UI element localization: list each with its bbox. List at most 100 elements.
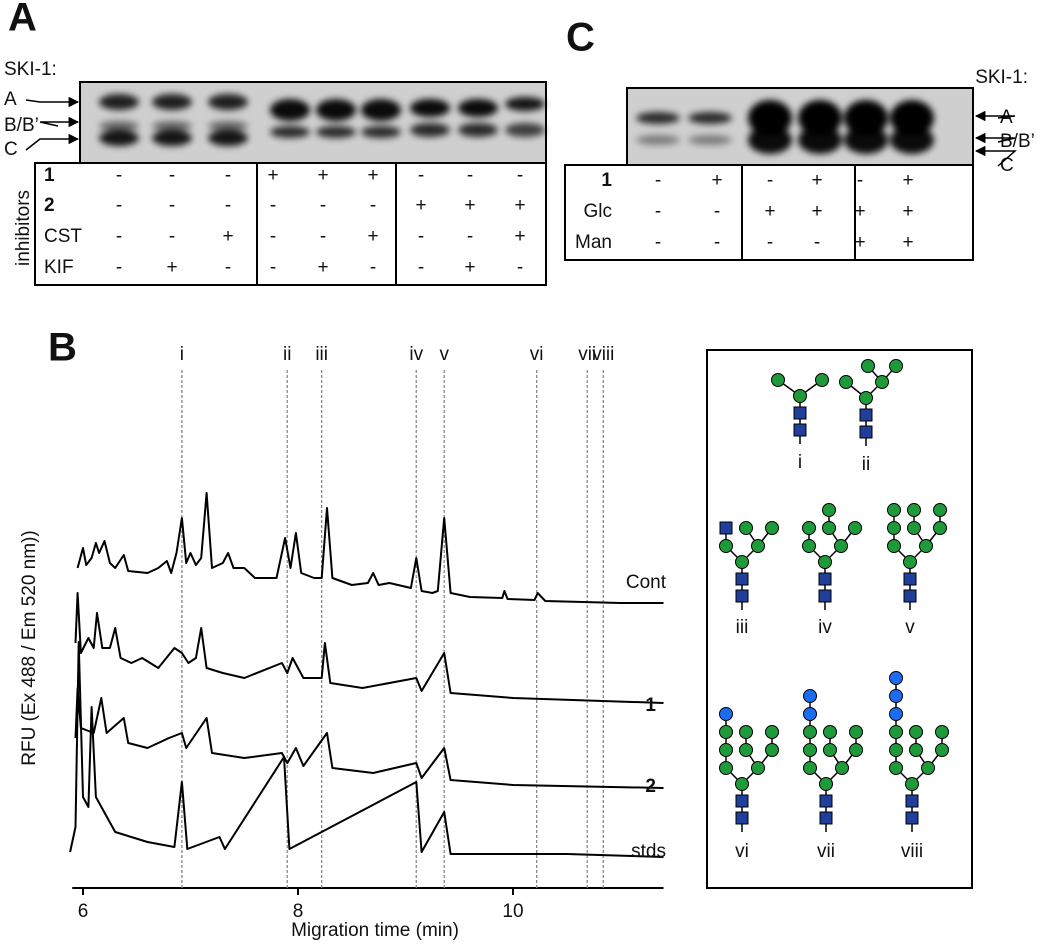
marker-label: viii xyxy=(592,344,614,365)
cell: - xyxy=(225,257,231,278)
mannose xyxy=(815,373,829,387)
cell: + xyxy=(854,232,865,253)
cell: - xyxy=(517,257,523,278)
mannose xyxy=(834,539,848,553)
cell: - xyxy=(320,226,326,247)
glcnac xyxy=(735,794,749,808)
glycan xyxy=(889,671,949,832)
band xyxy=(410,99,450,117)
cell: - xyxy=(655,170,661,191)
cell: + xyxy=(267,165,278,186)
band xyxy=(844,100,888,136)
glcnac xyxy=(905,794,919,808)
mannose xyxy=(848,521,862,535)
mannose xyxy=(889,743,903,757)
cell: + xyxy=(902,201,913,222)
band xyxy=(270,126,310,138)
cell: - xyxy=(467,165,473,186)
mannose xyxy=(887,539,901,553)
cell: - xyxy=(225,195,231,216)
arrow xyxy=(25,96,80,108)
mannose xyxy=(803,761,817,775)
mannose xyxy=(907,521,921,535)
mannose xyxy=(859,391,873,405)
mannose xyxy=(933,503,947,517)
cell: - xyxy=(418,257,424,278)
cell: - xyxy=(714,232,720,253)
mannose xyxy=(935,743,949,757)
glycan xyxy=(803,689,863,832)
glcnac xyxy=(819,811,833,825)
row-label: 1 xyxy=(601,170,612,191)
marker-label: v xyxy=(439,344,449,365)
trace-label: stds xyxy=(631,841,666,862)
cell: - xyxy=(320,195,326,216)
cell: + xyxy=(367,165,378,186)
mannose xyxy=(739,725,753,739)
band xyxy=(208,94,248,110)
blot-background xyxy=(80,82,546,163)
band-label: B/B’ xyxy=(4,115,39,136)
table-frame xyxy=(34,162,547,286)
glcnac xyxy=(818,589,832,603)
cell: + xyxy=(166,257,177,278)
cell: + xyxy=(367,226,378,247)
trace xyxy=(69,641,664,858)
blot-title: SKI-1: xyxy=(4,59,57,80)
glycan xyxy=(802,503,862,610)
row-label: KIF xyxy=(44,257,74,278)
glucose xyxy=(719,707,733,721)
band xyxy=(208,130,248,146)
glycan xyxy=(839,359,903,446)
mannose xyxy=(719,539,733,553)
band xyxy=(99,121,139,131)
mannose xyxy=(751,539,765,553)
mannose xyxy=(889,761,903,775)
band xyxy=(270,99,310,121)
glycan-label: viii xyxy=(901,841,923,862)
glucose xyxy=(889,707,903,721)
cell: - xyxy=(169,195,175,216)
band xyxy=(410,123,450,137)
cell: - xyxy=(169,226,175,247)
glcnac xyxy=(903,572,917,586)
marker-label: i xyxy=(180,344,184,365)
glcnac xyxy=(735,811,749,825)
band xyxy=(458,99,498,117)
mannose xyxy=(887,503,901,517)
mannose xyxy=(909,725,923,739)
cell: - xyxy=(714,201,720,222)
band xyxy=(748,100,792,136)
legend-box xyxy=(706,349,973,889)
cell: + xyxy=(317,165,328,186)
trace-label: Cont xyxy=(626,572,667,593)
band xyxy=(99,94,139,110)
mannose xyxy=(822,503,836,517)
band-label: B/B’ xyxy=(1000,131,1035,152)
cell: - xyxy=(370,195,376,216)
mannose xyxy=(802,521,816,535)
cell: + xyxy=(317,257,328,278)
group-label: inhibitors xyxy=(13,190,34,266)
mannose xyxy=(887,521,901,535)
band xyxy=(208,121,248,131)
mannose xyxy=(933,521,947,535)
mannose xyxy=(765,743,779,757)
mannose xyxy=(889,725,903,739)
marker-label: iii xyxy=(315,344,328,365)
glucose xyxy=(889,671,903,685)
glycan-label: iv xyxy=(818,617,832,638)
mannose xyxy=(919,539,933,553)
glycan xyxy=(719,521,779,610)
mannose xyxy=(765,725,779,739)
cell: - xyxy=(767,170,773,191)
mannose xyxy=(771,373,785,387)
glycan-label: i xyxy=(798,452,802,473)
glycan-label: vi xyxy=(735,841,749,862)
mannose xyxy=(819,777,833,791)
glcnac xyxy=(859,408,873,422)
band xyxy=(152,130,192,146)
band xyxy=(798,100,842,136)
cell: + xyxy=(902,170,913,191)
